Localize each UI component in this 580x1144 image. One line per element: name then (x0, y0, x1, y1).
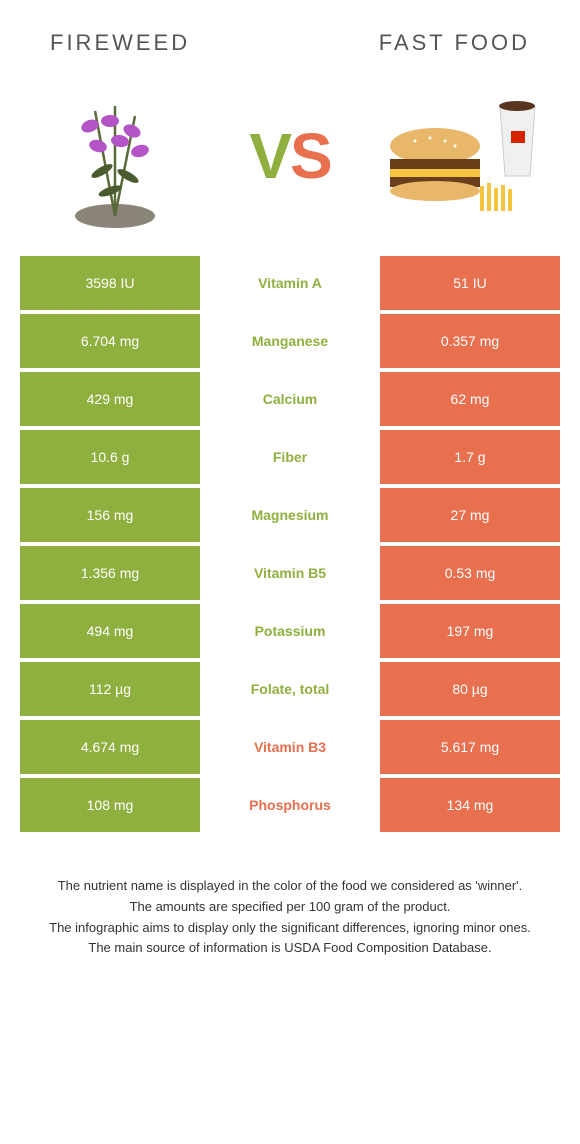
left-value: 6.704 mg (20, 314, 200, 368)
left-value: 494 mg (20, 604, 200, 658)
fastfood-image (380, 81, 550, 231)
left-value: 4.674 mg (20, 720, 200, 774)
table-row: 3598 IUVitamin A51 IU (20, 256, 560, 310)
nutrient-table: 3598 IUVitamin A51 IU6.704 mgManganese0.… (0, 256, 580, 832)
footer-line: The infographic aims to display only the… (30, 918, 550, 939)
left-value: 112 µg (20, 662, 200, 716)
table-row: 429 mgCalcium62 mg (20, 372, 560, 426)
table-row: 10.6 gFiber1.7 g (20, 430, 560, 484)
left-value: 108 mg (20, 778, 200, 832)
nutrient-name: Fiber (200, 430, 380, 484)
nutrient-name: Calcium (200, 372, 380, 426)
table-row: 4.674 mgVitamin B35.617 mg (20, 720, 560, 774)
header: Fireweed Fast food (0, 0, 580, 66)
table-row: 156 mgMagnesium27 mg (20, 488, 560, 542)
nutrient-name: Phosphorus (200, 778, 380, 832)
images-row: VS (0, 66, 580, 256)
nutrient-name: Vitamin B5 (200, 546, 380, 600)
left-value: 156 mg (20, 488, 200, 542)
footer-line: The main source of information is USDA F… (30, 938, 550, 959)
left-food-title: Fireweed (50, 30, 190, 56)
nutrient-name: Magnesium (200, 488, 380, 542)
nutrient-name: Vitamin B3 (200, 720, 380, 774)
right-value: 1.7 g (380, 430, 560, 484)
table-row: 1.356 mgVitamin B50.53 mg (20, 546, 560, 600)
footer-line: The nutrient name is displayed in the co… (30, 876, 550, 897)
right-value: 134 mg (380, 778, 560, 832)
nutrient-name: Manganese (200, 314, 380, 368)
vs-label: VS (249, 119, 330, 193)
vs-s: S (290, 120, 331, 192)
table-row: 108 mgPhosphorus134 mg (20, 778, 560, 832)
right-value: 0.357 mg (380, 314, 560, 368)
table-row: 6.704 mgManganese0.357 mg (20, 314, 560, 368)
right-value: 5.617 mg (380, 720, 560, 774)
left-value: 1.356 mg (20, 546, 200, 600)
footer-text: The nutrient name is displayed in the co… (0, 836, 580, 959)
nutrient-name: Potassium (200, 604, 380, 658)
right-value: 0.53 mg (380, 546, 560, 600)
nutrient-name: Folate, total (200, 662, 380, 716)
fireweed-image (30, 81, 200, 231)
left-value: 3598 IU (20, 256, 200, 310)
right-value: 80 µg (380, 662, 560, 716)
vs-v: V (249, 120, 290, 192)
nutrient-name: Vitamin A (200, 256, 380, 310)
right-value: 27 mg (380, 488, 560, 542)
footer-line: The amounts are specified per 100 gram o… (30, 897, 550, 918)
left-value: 10.6 g (20, 430, 200, 484)
table-row: 494 mgPotassium197 mg (20, 604, 560, 658)
right-food-title: Fast food (379, 30, 530, 56)
right-value: 197 mg (380, 604, 560, 658)
right-value: 51 IU (380, 256, 560, 310)
right-value: 62 mg (380, 372, 560, 426)
left-value: 429 mg (20, 372, 200, 426)
table-row: 112 µgFolate, total80 µg (20, 662, 560, 716)
